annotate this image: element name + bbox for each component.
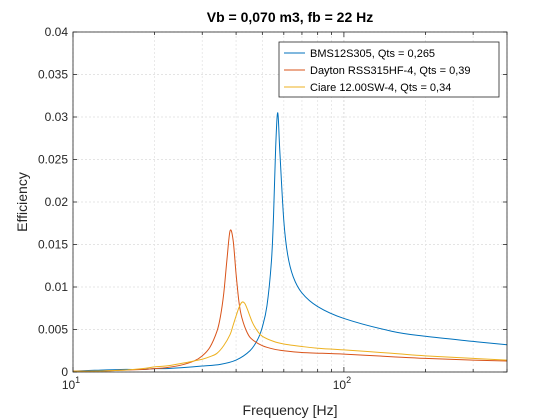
x-tick-label: 101 bbox=[62, 375, 80, 392]
chart-title: Vb = 0,070 m3, fb = 22 Hz bbox=[207, 9, 374, 25]
y-tick-label: 0.04 bbox=[45, 25, 69, 39]
x-tick-label: 102 bbox=[333, 375, 351, 392]
y-tick-label: 0 bbox=[61, 365, 68, 379]
legend-items: BMS12S305, Qts = 0,265 Dayton RSS315HF-4,… bbox=[284, 48, 471, 94]
legend: BMS12S305, Qts = 0,265 Dayton RSS315HF-4,… bbox=[278, 41, 500, 98]
legend-label-1: BMS12S305, Qts = 0,265 bbox=[310, 48, 435, 60]
series-line-2 bbox=[72, 229, 508, 372]
y-tick-label: 0.015 bbox=[38, 238, 68, 252]
y-tick-label: 0.03 bbox=[45, 110, 69, 124]
series-line-3 bbox=[72, 301, 508, 372]
tick-labels: 0 0.005 0.01 0.015 0.02 0.025 0.03 0.035 0.04 101… bbox=[38, 25, 351, 392]
series-lines bbox=[72, 112, 508, 372]
axis-ticks bbox=[72, 31, 508, 373]
y-tick-label: 0.02 bbox=[45, 195, 69, 209]
x-axis-label: Frequency [Hz] bbox=[243, 402, 338, 418]
y-tick-label: 0.025 bbox=[38, 153, 68, 167]
series-line-1 bbox=[72, 112, 508, 372]
y-tick-label: 0.035 bbox=[38, 68, 68, 82]
y-axis-label: Efficiency bbox=[14, 172, 30, 232]
legend-label-3: Ciare 12.00SW-4, Qts = 0,34 bbox=[310, 82, 451, 94]
legend-box bbox=[278, 41, 500, 98]
y-tick-label: 0.005 bbox=[38, 323, 68, 337]
legend-label-2: Dayton RSS315HF-4, Qts = 0,39 bbox=[310, 65, 471, 77]
y-tick-label: 0.01 bbox=[45, 280, 69, 294]
